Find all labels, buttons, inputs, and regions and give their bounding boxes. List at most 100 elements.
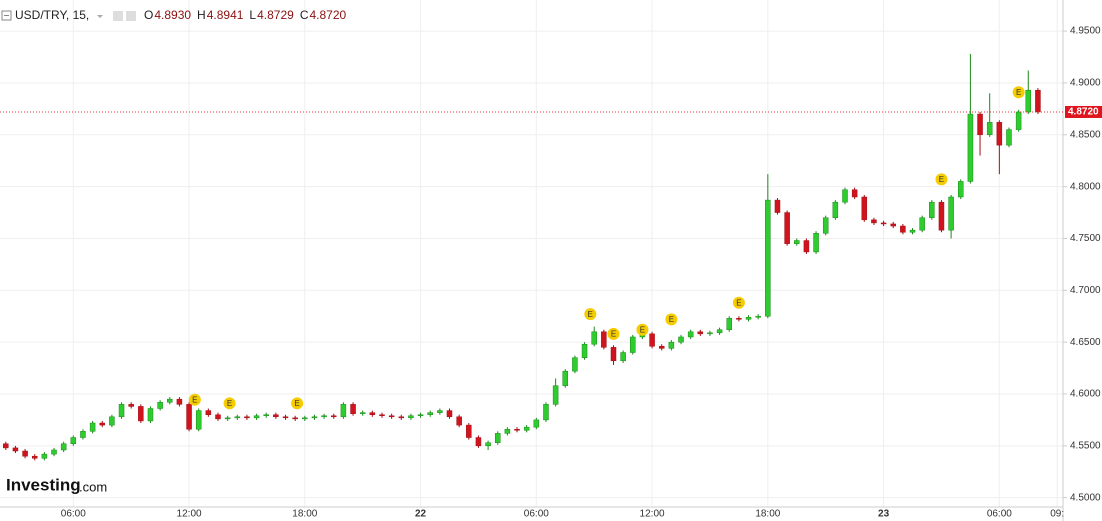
candle-body — [466, 424, 472, 438]
candle-body — [167, 398, 173, 403]
candle-body — [3, 443, 9, 449]
ohlc-value: 4.8941 — [207, 8, 244, 22]
event-label: E — [227, 399, 232, 408]
candle-body — [282, 416, 289, 419]
candle-body — [253, 415, 260, 419]
candle-body — [697, 331, 704, 335]
candle-body — [543, 404, 549, 421]
candle-body — [379, 414, 385, 417]
candle-body — [803, 240, 810, 253]
candle-body — [80, 431, 86, 438]
x-tick-label: 23 — [878, 509, 890, 520]
candle-body — [186, 404, 192, 430]
collapse-icon[interactable] — [1, 10, 12, 21]
candle-body — [446, 410, 453, 418]
candle-body — [601, 331, 607, 348]
source-icon[interactable] — [126, 11, 136, 21]
candle-body — [890, 223, 896, 227]
candle-body — [726, 318, 732, 330]
event-marker — [935, 173, 948, 186]
x-tick-label: 12:00 — [640, 509, 665, 520]
candle-body — [417, 414, 424, 417]
event-marker — [732, 296, 745, 309]
candle-body — [369, 412, 376, 415]
symbol-label: USD/TRY, 15, — [15, 8, 89, 22]
candle-body — [31, 455, 38, 459]
event-label: E — [640, 325, 645, 334]
x-tick-label: 18:00 — [755, 509, 780, 520]
x-tick-label: 22 — [415, 509, 427, 520]
logo-suffix: .com — [79, 479, 107, 494]
candle-body — [22, 450, 28, 457]
event-label: E — [736, 298, 741, 307]
x-tick-label: 06:00 — [524, 509, 549, 520]
candle-body — [630, 336, 636, 353]
ohlc-value: 4.8930 — [154, 8, 191, 22]
x-tick-label: 18:00 — [292, 509, 317, 520]
candle-body — [784, 212, 790, 244]
candle-body — [205, 410, 212, 415]
candle-body — [41, 453, 48, 459]
y-tick-label: 4.7500 — [1070, 233, 1101, 244]
candle-body — [99, 422, 105, 426]
candle-body — [909, 229, 916, 233]
candle-body — [736, 318, 742, 320]
candle-body — [408, 415, 414, 419]
ohlc-key: O — [144, 8, 153, 22]
candle-body — [70, 437, 77, 445]
ohlc-key: C — [300, 8, 309, 22]
candle-body — [128, 404, 134, 407]
candle-body — [1025, 89, 1032, 113]
candle-body — [292, 417, 298, 420]
candle-body — [813, 233, 819, 253]
plot-area — [3, 53, 1041, 461]
candle-body — [427, 412, 433, 415]
event-marker — [1012, 86, 1025, 99]
ohlc-value: 4.8729 — [257, 8, 294, 22]
candle-body — [215, 414, 221, 420]
candle-body — [138, 406, 144, 422]
ohlc-key: H — [197, 8, 206, 22]
candle-body — [880, 222, 887, 225]
candle-body — [321, 415, 327, 418]
y-tick-label: 4.6000 — [1070, 389, 1101, 400]
candle-body — [996, 122, 1003, 146]
candle-body — [331, 415, 337, 418]
y-tick-label: 4.6500 — [1070, 337, 1101, 348]
candle-body — [745, 317, 752, 320]
candle-body — [456, 416, 462, 426]
y-tick-label: 4.5500 — [1070, 440, 1101, 451]
x-tick-label: 09: — [1050, 509, 1064, 520]
grid — [0, 0, 1063, 507]
x-tick-label: 12:00 — [177, 509, 202, 520]
last-price-tag — [1065, 105, 1102, 118]
candle-body — [494, 433, 501, 443]
candle-body — [224, 417, 231, 420]
candle-body — [359, 412, 366, 414]
logo-brand: Investing — [6, 475, 81, 494]
candle-body — [794, 240, 800, 244]
candle-body — [774, 199, 781, 213]
dropdown-arrow[interactable] — [97, 15, 103, 18]
candle-body — [687, 331, 694, 338]
candle-body — [581, 343, 588, 358]
event-marker — [665, 313, 678, 326]
candle-body — [986, 122, 993, 136]
candle-body — [948, 196, 954, 231]
ohlc-value: 4.8720 — [309, 8, 346, 22]
event-marker — [188, 393, 201, 406]
x-tick-label: 06:00 — [987, 509, 1012, 520]
event-marker — [291, 397, 304, 410]
candle-body — [678, 336, 684, 343]
event-label: E — [192, 395, 197, 404]
x-tick-label: 06:00 — [61, 509, 86, 520]
last-price-label: 4.8720 — [1068, 107, 1099, 118]
candle-body — [562, 370, 569, 386]
candle-body — [871, 219, 877, 224]
candle-body — [707, 332, 713, 335]
candle-body — [147, 408, 154, 422]
event-marker — [636, 323, 649, 336]
candle-body — [263, 414, 269, 417]
candle-body — [977, 113, 983, 136]
settings-icon[interactable] — [113, 11, 123, 21]
